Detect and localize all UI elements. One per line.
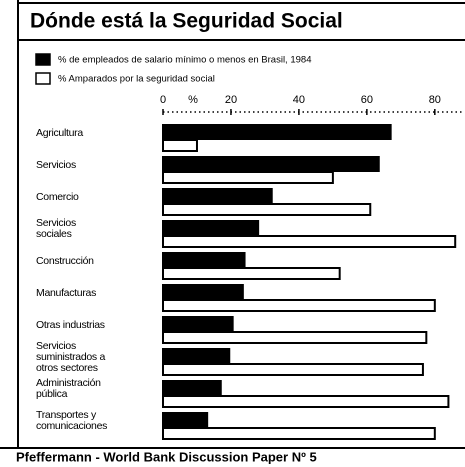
category-label: Manufacturas [36,286,97,299]
legend-label: % Amparados por la seguridad social [58,74,215,85]
bar [162,348,231,364]
x-tick-label: 20 [225,94,237,106]
chart-title: Dónde está la Seguridad Social [30,10,343,33]
bar [162,363,424,376]
source: Pfeffermann - World Bank Discussion Pape… [16,449,317,464]
x-tick-label: 40 [293,94,305,106]
legend-label: % de empleados de salario mínimo o menos… [58,55,311,66]
category-label: Construcción [36,254,94,267]
bar [162,171,334,184]
category-label: Administración pública [36,377,101,400]
bar [162,139,198,152]
legend-swatch [35,53,51,66]
bar [162,203,372,216]
bar [162,316,234,332]
bar [162,235,457,248]
bar [162,299,436,312]
x-axis-label: % [188,94,198,106]
legend-swatch [35,72,51,85]
bar [162,267,341,280]
bar [162,156,380,172]
bar [162,380,222,396]
bar [162,124,392,140]
category-label: Servicios [36,158,76,171]
category-label: Agricultura [36,126,83,139]
category-label: Servicios suministrados a otros sectores [36,339,106,374]
bar [162,331,428,344]
bar [162,220,260,236]
x-tick-label: 0 [160,94,166,106]
category-label: Transportes y comunicaciones [36,409,108,432]
category-label: Comercio [36,190,79,203]
bar [162,395,450,408]
bar [162,252,246,268]
bar [162,412,209,428]
x-tick-label: 80 [429,94,441,106]
x-tick-label: 60 [361,94,373,106]
bar [162,427,436,440]
category-label: Otras industrias [36,318,105,331]
bar [162,188,273,204]
bar [162,284,244,300]
category-label: Servicios sociales [36,217,76,240]
